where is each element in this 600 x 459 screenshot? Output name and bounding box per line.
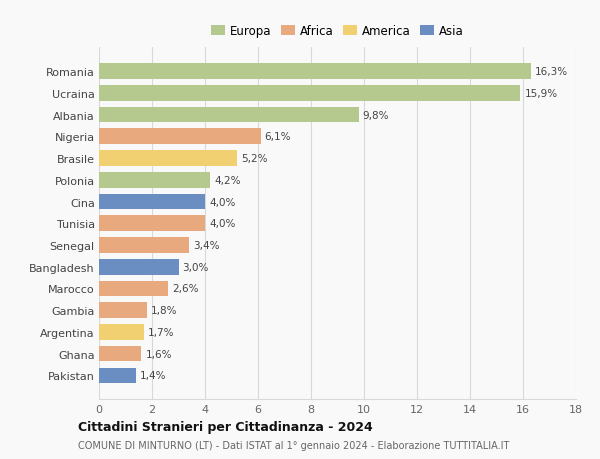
Text: 16,3%: 16,3% bbox=[535, 67, 568, 77]
Bar bbox=[99, 325, 144, 340]
Bar bbox=[99, 302, 146, 318]
Bar bbox=[99, 346, 142, 362]
Bar bbox=[99, 86, 520, 101]
Text: 1,4%: 1,4% bbox=[140, 370, 167, 381]
Text: 3,4%: 3,4% bbox=[193, 241, 220, 251]
Bar bbox=[99, 216, 205, 232]
Text: 6,1%: 6,1% bbox=[265, 132, 291, 142]
Text: 3,0%: 3,0% bbox=[182, 262, 209, 272]
Bar bbox=[99, 64, 531, 80]
Text: 1,8%: 1,8% bbox=[151, 306, 177, 315]
Text: 2,6%: 2,6% bbox=[172, 284, 199, 294]
Bar bbox=[99, 281, 168, 297]
Bar bbox=[99, 238, 189, 253]
Bar bbox=[99, 173, 211, 188]
Bar bbox=[99, 151, 237, 167]
Legend: Europa, Africa, America, Asia: Europa, Africa, America, Asia bbox=[209, 22, 466, 40]
Bar bbox=[99, 368, 136, 383]
Text: 1,6%: 1,6% bbox=[145, 349, 172, 359]
Text: 9,8%: 9,8% bbox=[362, 110, 389, 120]
Text: 1,7%: 1,7% bbox=[148, 327, 175, 337]
Text: 4,2%: 4,2% bbox=[214, 175, 241, 185]
Text: 15,9%: 15,9% bbox=[524, 89, 557, 99]
Text: COMUNE DI MINTURNO (LT) - Dati ISTAT al 1° gennaio 2024 - Elaborazione TUTTITALI: COMUNE DI MINTURNO (LT) - Dati ISTAT al … bbox=[78, 440, 509, 450]
Text: 5,2%: 5,2% bbox=[241, 154, 267, 164]
Text: 4,0%: 4,0% bbox=[209, 197, 235, 207]
Bar bbox=[99, 107, 359, 123]
Bar bbox=[99, 194, 205, 210]
Bar bbox=[99, 129, 260, 145]
Text: Cittadini Stranieri per Cittadinanza - 2024: Cittadini Stranieri per Cittadinanza - 2… bbox=[78, 420, 373, 433]
Bar bbox=[99, 259, 179, 275]
Text: 4,0%: 4,0% bbox=[209, 219, 235, 229]
